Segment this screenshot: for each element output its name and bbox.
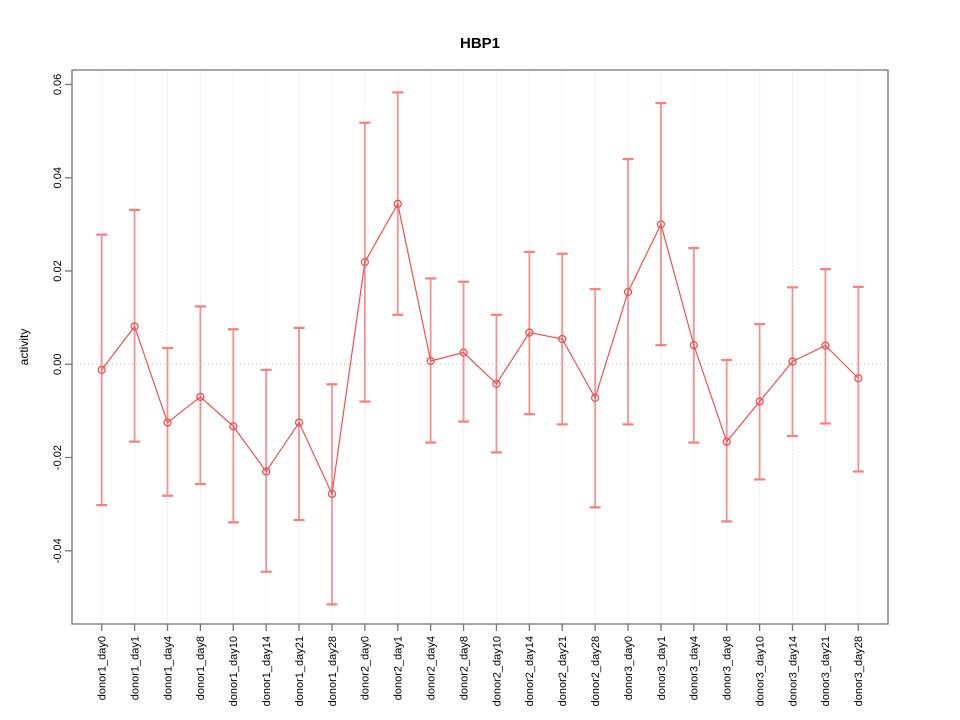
x-tick-label: donor1_day10 (228, 636, 240, 706)
x-tick-label: donor1_day0 (97, 636, 109, 700)
x-tick-label: donor3_day28 (853, 636, 865, 706)
x-tick-label: donor2_day4 (426, 636, 438, 700)
x-tick-label: donor1_day1 (129, 636, 141, 700)
data-point (229, 422, 238, 431)
x-tick-label: donor2_day0 (360, 636, 372, 700)
data-point (130, 322, 139, 331)
data-point (689, 340, 698, 350)
x-tick-label: donor3_day8 (722, 636, 734, 700)
data-point (722, 437, 731, 446)
data-point (854, 374, 863, 383)
x-tick-label: donor2_day1 (393, 636, 405, 700)
y-tick-label: 0.06 (52, 74, 64, 95)
y-tick-label: -0.04 (52, 538, 64, 563)
data-point (196, 392, 205, 402)
data-point (755, 397, 764, 406)
data-point (623, 287, 633, 297)
data-point (327, 489, 337, 499)
data-point (262, 467, 271, 476)
y-tick-label: 0.04 (52, 167, 64, 188)
x-tick-label: donor1_day8 (195, 636, 207, 700)
data-point (558, 334, 567, 344)
y-tick-label: 0.02 (52, 260, 64, 281)
data-point (294, 418, 304, 427)
x-tick-label: donor2_day10 (491, 636, 503, 706)
data-point (590, 393, 600, 402)
x-axis: donor1_day0 donor1_day1 donor1_day4 donor1_… (97, 624, 865, 706)
y-axis-label: activity (17, 329, 31, 366)
x-tick-label: donor1_day28 (327, 636, 339, 706)
data-point (360, 257, 370, 267)
x-tick-label: donor3_day10 (754, 636, 766, 706)
x-tick-label: donor3_day21 (820, 636, 832, 706)
x-tick-label: donor1_day21 (294, 636, 306, 706)
x-tick-label: donor1_day14 (261, 636, 273, 706)
data-point (426, 356, 435, 366)
y-tick-label: -0.02 (52, 445, 64, 470)
x-tick-label: donor3_day1 (656, 636, 668, 700)
x-tick-label: donor2_day8 (458, 636, 470, 700)
data-points (97, 199, 863, 499)
data-point (788, 357, 797, 366)
data-point (821, 341, 830, 350)
x-tick-label: donor3_day14 (787, 636, 799, 706)
error-bars (96, 91, 864, 606)
data-point (163, 418, 172, 427)
plot-frame (71, 69, 889, 625)
data-point (393, 199, 402, 208)
series-polyline (101, 202, 859, 496)
x-tick-label: donor3_day4 (689, 636, 701, 700)
y-axis: -0.04 -0.02 0.00 0.02 0.04 0.06 (52, 74, 72, 563)
data-point (656, 220, 666, 229)
x-tick-label: donor2_day21 (557, 636, 569, 706)
x-tick-label: donor2_day28 (590, 636, 602, 706)
x-tick-label: donor1_day4 (162, 636, 174, 700)
gridlines (101, 70, 859, 624)
chart-title: HBP1 (460, 35, 500, 52)
x-tick-label: donor2_day14 (524, 636, 536, 706)
series-line (101, 202, 859, 496)
data-point (492, 379, 501, 388)
data-point (525, 328, 534, 337)
y-tick-label: 0.00 (52, 354, 64, 375)
data-point (97, 365, 106, 375)
x-tick-label: donor3_day0 (623, 636, 635, 700)
data-point (459, 348, 468, 357)
